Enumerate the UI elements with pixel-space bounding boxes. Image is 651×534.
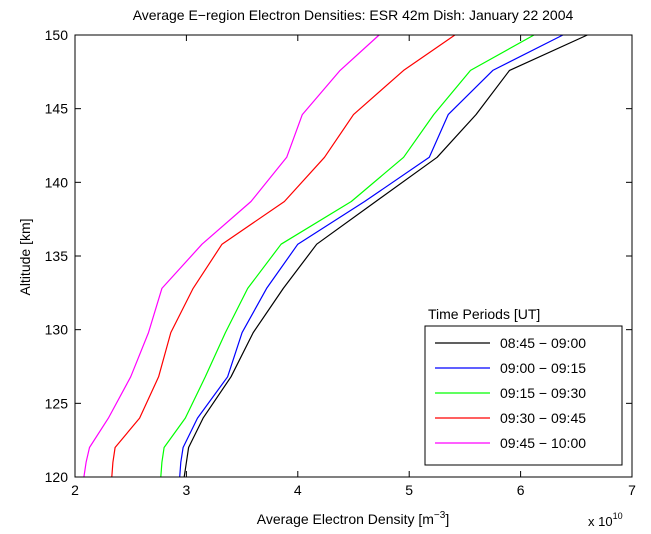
y-tick-label-4: 135 — [45, 248, 69, 264]
y-axis-label: Altitude [km] — [17, 218, 33, 295]
legend-title: Time Periods [UT] — [428, 306, 540, 322]
x-tick-label-1: 2 — [71, 482, 79, 498]
x-tick-label-5: 6 — [517, 482, 525, 498]
y-tick-label-6: 145 — [45, 101, 69, 117]
y-tick-label-2: 125 — [45, 395, 69, 411]
legend-entry-1: 08:45 − 09:00 — [500, 335, 586, 351]
y-tick-label-3: 130 — [45, 322, 69, 338]
series-line-4 — [111, 34, 456, 478]
y-tick-label-7: 150 — [45, 27, 69, 43]
y-tick-label-1: 120 — [45, 469, 69, 485]
x-tick-label-3: 4 — [294, 482, 302, 498]
x-axis-label-end: ] — [445, 511, 449, 527]
x-axis-label-main: Average Electron Density [m — [257, 511, 434, 527]
x-tick-label-4: 5 — [405, 482, 413, 498]
x-tick-label-2: 3 — [183, 482, 191, 498]
legend-entry-4: 09:30 − 09:45 — [500, 410, 586, 426]
legend-box — [424, 325, 623, 466]
x-axis-multiplier-exponent: 10 — [613, 511, 623, 521]
x-axis-multiplier-base: x 10 — [588, 514, 613, 529]
series-line-1 — [183, 34, 588, 478]
series-line-2 — [179, 34, 564, 478]
x-tick-label-6: 7 — [628, 482, 636, 498]
series-line-5 — [83, 34, 380, 478]
axes: 2 3 4 5 6 7 120 125 130 135 140 145 150 — [45, 27, 636, 498]
legend-entry-5: 09:45 − 10:00 — [500, 435, 586, 451]
x-axis-label-superscript: −3 — [434, 510, 446, 521]
y-tick-label-5: 140 — [45, 174, 69, 190]
legend: Time Periods [UT] 08:45 − 09:00 09:00 − 09… — [424, 306, 623, 466]
plot-area — [83, 34, 588, 478]
chart-title: Average E−region Electron Densities: ESR… — [133, 7, 574, 23]
x-axis-label: Average Electron Density [m−3] — [257, 510, 449, 527]
series-line-3 — [160, 34, 535, 478]
legend-entry-3: 09:15 − 09:30 — [500, 385, 586, 401]
legend-entry-2: 09:00 − 09:15 — [500, 360, 586, 376]
x-axis-multiplier: x 1010 — [588, 511, 623, 529]
